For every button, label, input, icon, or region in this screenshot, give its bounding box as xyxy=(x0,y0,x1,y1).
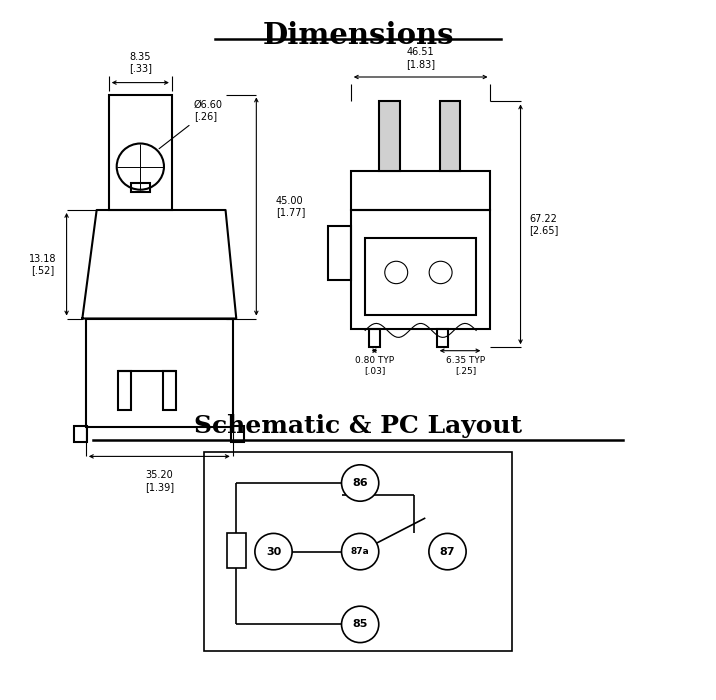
Text: 67.22
[2.65]: 67.22 [2.65] xyxy=(529,214,558,235)
Bar xyxy=(227,533,246,568)
Bar xyxy=(437,329,448,347)
Bar xyxy=(328,226,351,280)
Circle shape xyxy=(429,533,466,570)
Bar xyxy=(365,237,476,315)
Text: 87a: 87a xyxy=(351,547,369,556)
Text: 35.20
[1.39]: 35.20 [1.39] xyxy=(145,470,174,492)
Circle shape xyxy=(342,533,379,570)
Bar xyxy=(74,426,87,442)
Text: 87: 87 xyxy=(440,547,455,556)
Bar xyxy=(86,318,233,427)
Bar xyxy=(118,371,131,409)
Text: 0.80 TYP
[.03]: 0.80 TYP [.03] xyxy=(355,356,394,375)
Text: Schematic & PC Layout: Schematic & PC Layout xyxy=(194,414,522,438)
Bar xyxy=(131,183,150,192)
Bar xyxy=(440,102,460,172)
Bar xyxy=(204,452,512,651)
Bar xyxy=(109,94,172,210)
Bar xyxy=(163,371,176,409)
Circle shape xyxy=(255,533,292,570)
Text: 13.18
[.52]: 13.18 [.52] xyxy=(29,254,57,275)
Text: 30: 30 xyxy=(266,547,281,556)
Bar xyxy=(351,210,490,329)
Text: 6.35 TYP
[.25]: 6.35 TYP [.25] xyxy=(446,356,485,375)
Bar xyxy=(369,329,380,347)
Bar xyxy=(231,426,244,442)
Text: Ø6.60
[.26]: Ø6.60 [.26] xyxy=(159,99,223,148)
Text: 45.00
[1.77]: 45.00 [1.77] xyxy=(276,196,305,217)
Circle shape xyxy=(342,606,379,643)
Circle shape xyxy=(342,465,379,501)
Text: Dimensions: Dimensions xyxy=(262,21,454,50)
Bar xyxy=(379,102,400,172)
Text: 46.51
[1.83]: 46.51 [1.83] xyxy=(406,47,435,69)
Text: 8.35
[.33]: 8.35 [.33] xyxy=(129,52,152,74)
Bar xyxy=(351,172,490,210)
Text: 85: 85 xyxy=(352,620,368,629)
Text: 86: 86 xyxy=(352,478,368,488)
